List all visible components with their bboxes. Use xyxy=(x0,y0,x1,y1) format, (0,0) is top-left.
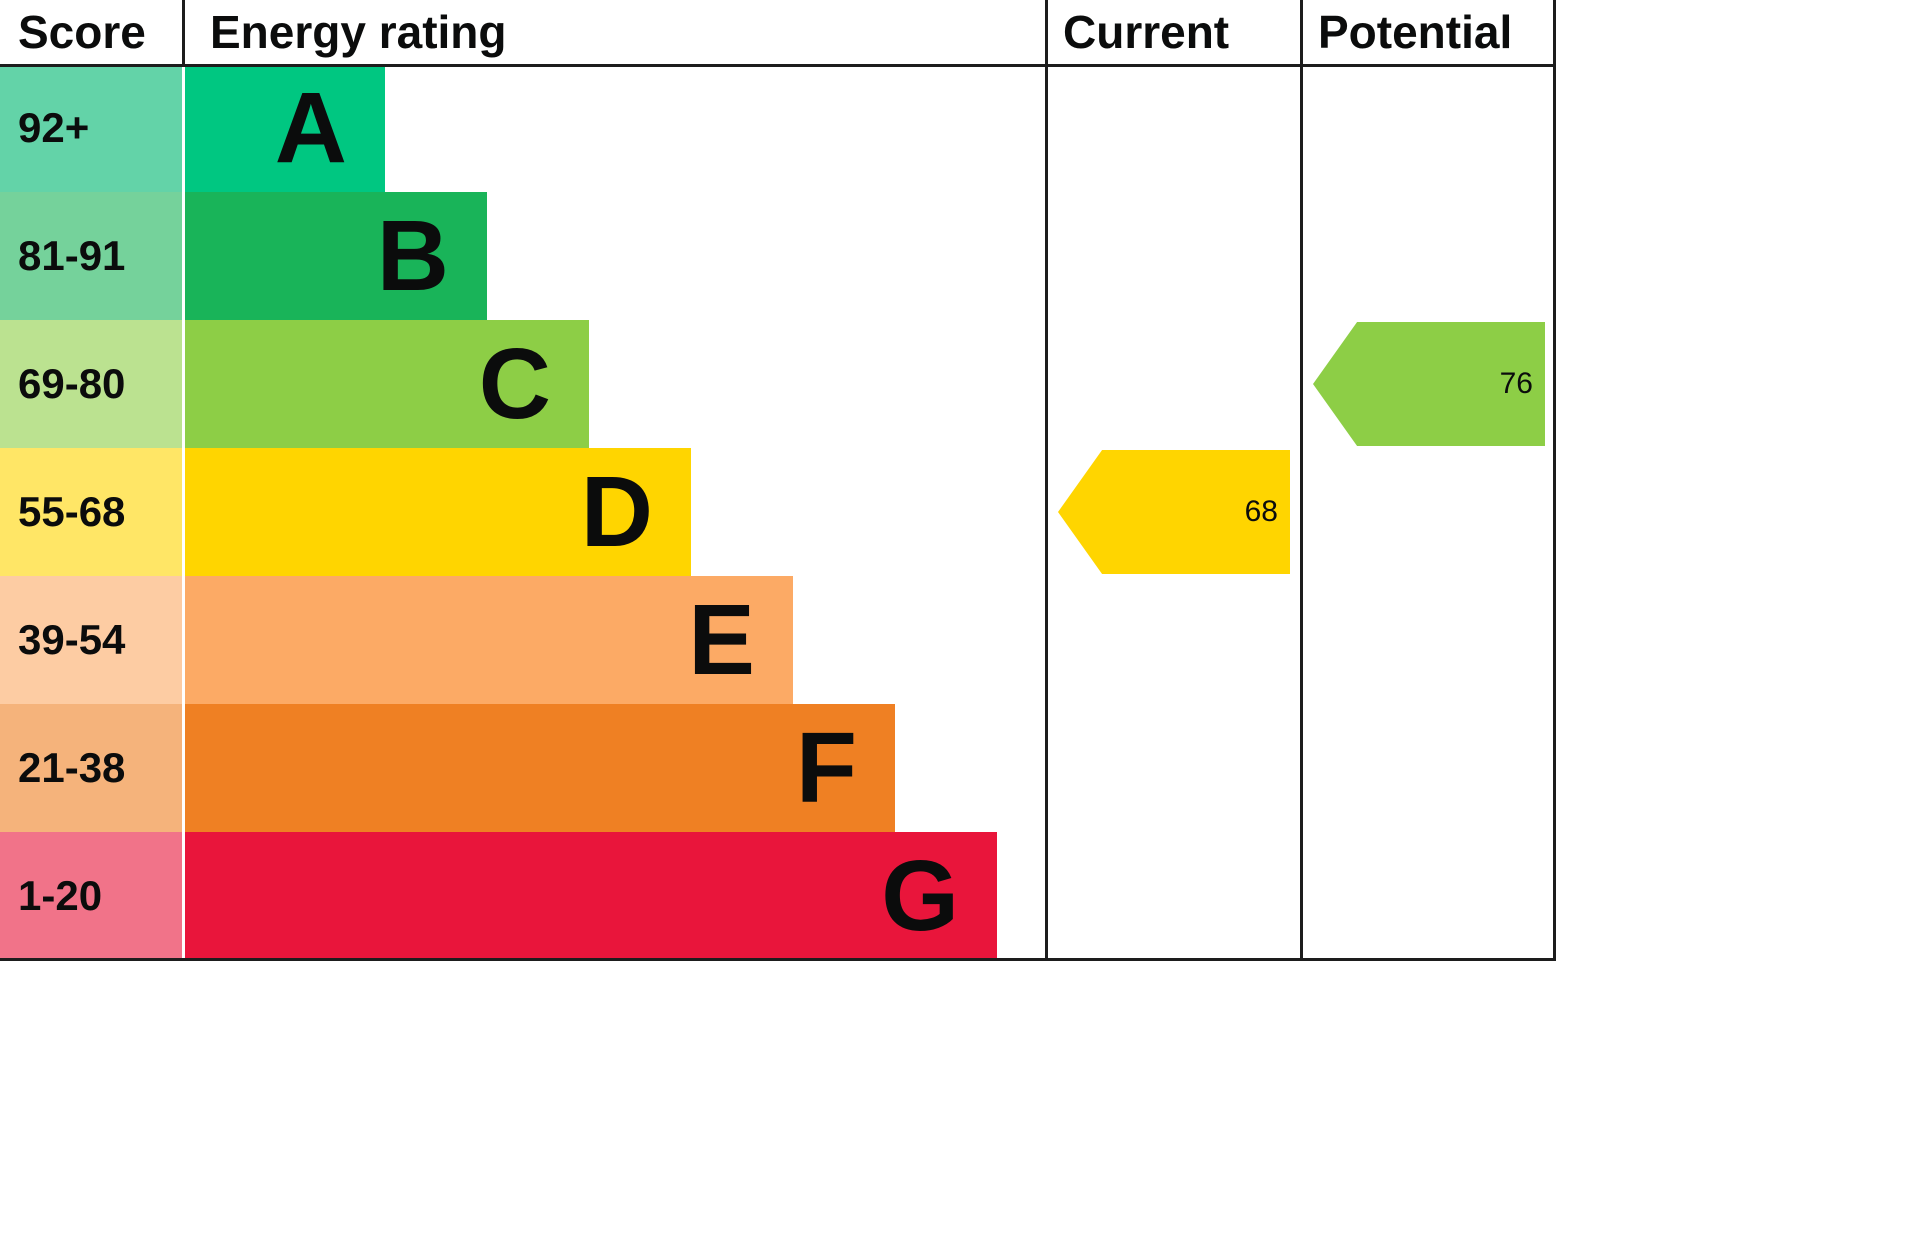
potential-rating-arrow: 76 xyxy=(1313,322,1545,446)
chart-area: Score Energy rating Current Potential 92… xyxy=(0,0,1556,961)
band-row-a: 92+ A xyxy=(0,64,1556,192)
band-letter-f: F xyxy=(795,712,857,824)
energy-rating-column-header: Energy rating xyxy=(210,6,507,58)
chart-bottom-line xyxy=(0,958,1556,961)
potential-rating-value: 76 xyxy=(1499,367,1533,400)
band-row-b: 81-91 B xyxy=(0,192,1556,320)
band-letter-a: A xyxy=(274,72,347,184)
band-score-f: 21-38 xyxy=(0,704,182,832)
band-letter-c: C xyxy=(478,328,551,440)
band-score-a: 92+ xyxy=(0,64,182,192)
score-column-header: Score xyxy=(18,6,146,58)
potential-column-header: Potential xyxy=(1318,6,1513,58)
band-letter-g: G xyxy=(881,840,959,952)
chart-right-border-line xyxy=(1553,0,1556,961)
current-column-divider-line xyxy=(1045,0,1048,961)
band-bar-b: B xyxy=(185,192,487,320)
band-score-c: 69-80 xyxy=(0,320,182,448)
band-row-c: 69-80 C xyxy=(0,320,1556,448)
band-rows: 92+ A 81-91 B 69-80 C 55-68 xyxy=(0,64,1556,960)
band-bar-f: F xyxy=(185,704,895,832)
score-header-divider-line xyxy=(182,0,185,64)
band-bar-e: E xyxy=(185,576,793,704)
band-letter-b: B xyxy=(376,200,449,312)
band-score-e: 39-54 xyxy=(0,576,182,704)
band-bar-g: G xyxy=(185,832,997,960)
current-column-header: Current xyxy=(1063,6,1230,58)
band-row-f: 21-38 F xyxy=(0,704,1556,832)
band-letter-e: E xyxy=(688,584,755,696)
band-row-d: 55-68 D xyxy=(0,448,1556,576)
band-bar-d: D xyxy=(185,448,691,576)
band-row-e: 39-54 E xyxy=(0,576,1556,704)
band-score-b: 81-91 xyxy=(0,192,182,320)
current-rating-arrow: 68 xyxy=(1058,450,1290,574)
band-score-d: 55-68 xyxy=(0,448,182,576)
current-rating-value: 68 xyxy=(1244,495,1278,528)
band-bar-a: A xyxy=(185,64,385,192)
potential-column-divider-line xyxy=(1300,0,1303,961)
band-row-g: 1-20 G xyxy=(0,832,1556,960)
band-score-g: 1-20 xyxy=(0,832,182,960)
header-divider-line xyxy=(0,64,1556,67)
band-bar-c: C xyxy=(185,320,589,448)
band-letter-d: D xyxy=(580,456,653,568)
